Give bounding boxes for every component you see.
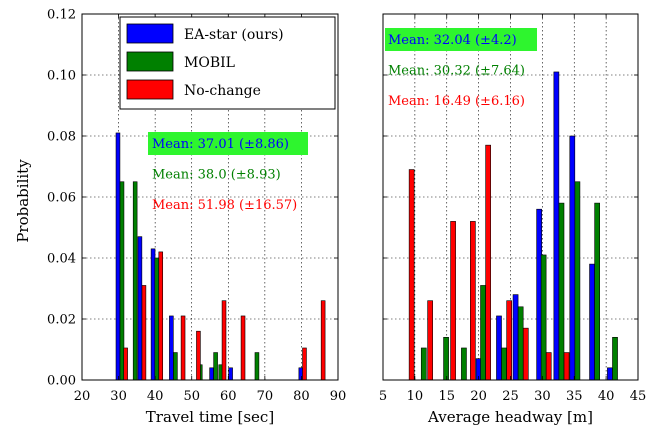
bar: [517, 306, 524, 381]
bar: [180, 315, 186, 381]
bar: [496, 315, 502, 381]
bar: [137, 236, 143, 381]
y-tick-label: 0.00: [47, 374, 76, 389]
bar: [196, 330, 201, 381]
bar: [553, 71, 560, 381]
bar: [240, 315, 246, 381]
x-tick-label: 25: [502, 389, 519, 404]
x-tick-label: 40: [598, 389, 615, 404]
annotation-highlight: [385, 28, 537, 51]
bar: [158, 251, 164, 381]
x-tick-label: 20: [470, 389, 487, 404]
x-axis-label: Travel time [sec]: [146, 408, 274, 426]
bar: [302, 347, 307, 381]
bar: [485, 144, 491, 381]
bar: [569, 135, 576, 381]
mean-annotation: Mean: 37.01 (±8.86): [152, 137, 289, 152]
bar: [594, 202, 600, 381]
bar: [480, 285, 486, 381]
bar: [132, 181, 138, 381]
legend-swatch: [126, 23, 174, 44]
bar: [512, 294, 519, 381]
bar: [540, 254, 547, 381]
bar: [141, 285, 147, 381]
bar: [154, 257, 159, 381]
x-tick-label: 30: [534, 389, 551, 404]
y-tick-label: 0.02: [47, 313, 76, 328]
travel-time-panel: 20 30 40 50 60 70 80 90 0.00 0.02 0.04 0.06 0.08 0.10…: [47, 8, 346, 427]
bar: [461, 347, 467, 381]
bar: [470, 221, 476, 381]
bar: [150, 248, 156, 381]
x-tick-label: 50: [183, 389, 200, 404]
legend-swatch: [126, 51, 174, 72]
bar: [221, 300, 227, 381]
bar: [115, 132, 121, 381]
legend-label: MOBIL: [184, 55, 235, 71]
y-tick-label: 0.06: [47, 191, 76, 206]
x-axis-label: Average headway [m]: [427, 408, 593, 426]
x-tick-label: 30: [110, 389, 127, 404]
bar: [209, 367, 214, 381]
x-tick-label: 10: [407, 389, 424, 404]
headway-panel: 5 10 15 20 25 30 35 40 45 Average headway [m] Mean…: [379, 13, 647, 426]
bar: [408, 169, 415, 381]
bar: [545, 352, 552, 381]
bar: [506, 300, 513, 381]
bar: [228, 367, 233, 381]
bar: [558, 202, 565, 381]
annotation-highlight: [148, 132, 308, 155]
mean-annotation: Mean: 32.04 (±4.2): [388, 33, 517, 48]
y-tick-label: 0.10: [47, 69, 76, 84]
legend-label: No-change: [184, 83, 261, 99]
x-tick-label: 15: [438, 389, 455, 404]
bar: [169, 315, 174, 381]
bar: [450, 221, 456, 381]
bar: [420, 347, 427, 381]
x-tick-label: 80: [293, 389, 310, 404]
bar: [607, 367, 613, 381]
bar: [574, 181, 581, 381]
mean-annotation: Mean: 51.98 (±16.57): [152, 198, 297, 213]
bar: [522, 327, 529, 381]
bar: [123, 347, 128, 381]
bar: [443, 336, 449, 381]
x-tick-label: 45: [630, 389, 647, 404]
x-tick-label: 70: [257, 389, 274, 404]
mean-annotation: Mean: 30.32 (±7.64): [388, 64, 525, 79]
bar: [563, 352, 570, 381]
x-tick-label: 5: [379, 389, 387, 404]
bar: [320, 300, 326, 381]
bar: [298, 367, 304, 381]
bar: [427, 300, 433, 381]
bar: [589, 263, 595, 381]
x-tick-label: 90: [330, 389, 347, 404]
mean-annotation: Mean: 38.0 (±8.93): [152, 168, 281, 183]
bar-series: [123, 251, 326, 381]
x-tick-label: 60: [220, 389, 237, 404]
legend: EA-star (ours) MOBIL No-change: [119, 16, 336, 110]
mean-annotation: Mean: 16.49 (±6.16): [388, 94, 525, 109]
y-tick-label: 0.08: [47, 130, 76, 145]
legend-swatch: [126, 79, 174, 100]
y-axis-label: Probability: [14, 159, 32, 243]
x-tick-label: 35: [566, 389, 583, 404]
bar: [173, 352, 178, 381]
x-tick-label: 20: [74, 389, 91, 404]
bar: [254, 352, 260, 381]
y-tick-label: 0.04: [47, 252, 76, 267]
bar: [213, 352, 218, 381]
x-tick-label: 40: [147, 389, 164, 404]
y-tick-label: 0.12: [47, 8, 76, 23]
bar: [119, 181, 125, 381]
bar: [612, 336, 618, 381]
legend-label: EA-star (ours): [184, 27, 284, 43]
bar: [501, 347, 507, 381]
